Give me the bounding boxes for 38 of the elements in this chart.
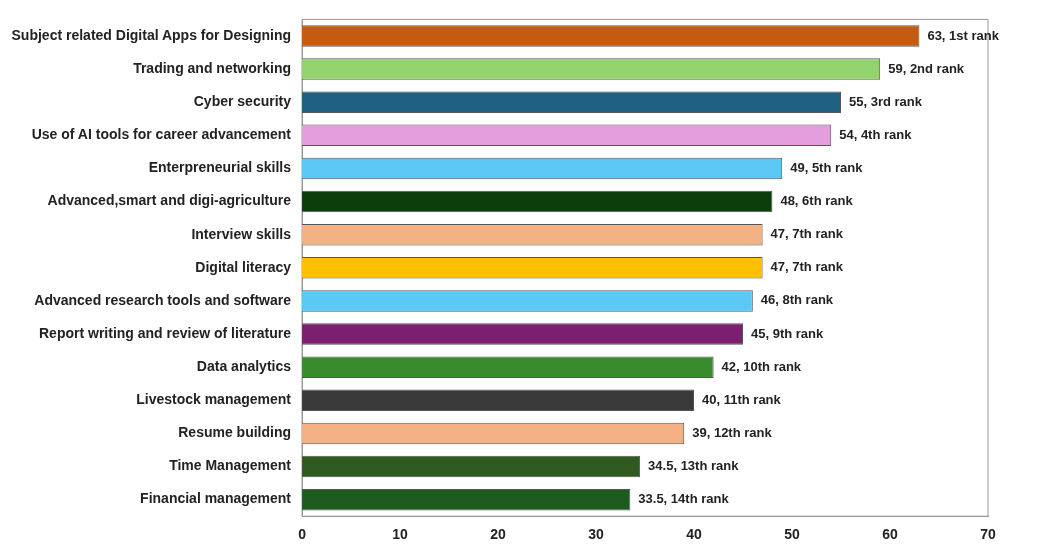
y-tick-label: Report writing and review of literature	[38, 324, 292, 341]
x-tick-label: 30	[588, 526, 605, 543]
data-label: 55, 3rd rank	[849, 93, 923, 109]
x-tick-label: 40	[686, 526, 703, 543]
y-tick-label: Data analytics	[196, 358, 292, 375]
y-tick-label: Cyber security	[193, 93, 292, 110]
x-tick-label: 10	[392, 526, 409, 543]
x-tick-label: 70	[980, 526, 996, 543]
y-tick-label: Trading and networking	[133, 59, 292, 76]
y-tick-label: Digital literacy	[195, 258, 292, 275]
x-tick-label: 0	[298, 526, 307, 543]
data-label: 45, 9th rank	[751, 325, 825, 341]
y-tick-label: Financial management	[140, 490, 292, 507]
data-label: 48, 6th rank	[780, 193, 854, 209]
y-tick-label: Subject related Digital Apps for Designing	[11, 26, 292, 43]
y-tick-label: Resume building	[178, 424, 292, 441]
y-tick-label: Advanced research tools and software	[34, 291, 292, 308]
x-tick-label: 20	[490, 526, 507, 543]
y-tick-label: Livestock management	[136, 391, 292, 408]
data-label: 39, 12th rank	[692, 424, 773, 440]
data-label: 59, 2nd rank	[888, 60, 965, 76]
y-tick-label: Interview skills	[191, 225, 292, 242]
data-label: 63, 1st rank	[927, 27, 1000, 43]
data-label: 34.5, 13th rank	[648, 458, 740, 474]
y-tick-label: Enterpreneurial skills	[148, 159, 292, 176]
data-label: 46, 8th rank	[760, 292, 834, 308]
data-label: 33.5, 14th rank	[638, 491, 730, 507]
data-label: 47, 7th rank	[770, 226, 844, 242]
data-label: 54, 4th rank	[839, 126, 913, 142]
y-tick-label: Use of AI tools for career advancement	[31, 126, 292, 143]
y-tick-label: Time Management	[169, 457, 292, 474]
x-tick-label: 60	[882, 526, 898, 543]
data-label: 49, 5th rank	[790, 160, 864, 176]
data-label: 47, 7th rank	[770, 259, 844, 275]
data-label: 42, 10th rank	[721, 358, 802, 374]
data-label: 40, 11th rank	[702, 391, 782, 407]
x-tick-label: 50	[784, 526, 801, 543]
y-tick-label: Advanced,smart and digi-agriculture	[47, 192, 292, 209]
